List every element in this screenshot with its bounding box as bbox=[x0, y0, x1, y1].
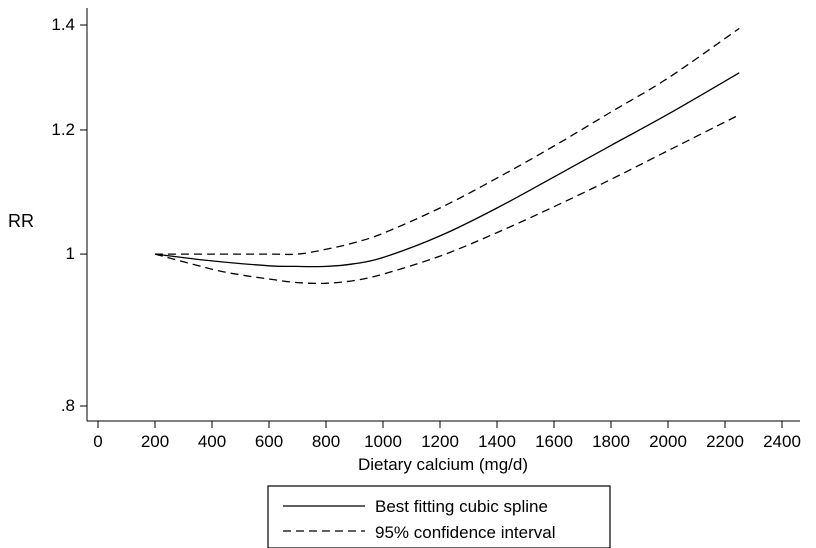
ci-lower-line bbox=[154, 114, 740, 285]
x-tick-label: 1800 bbox=[592, 432, 630, 451]
spline-line bbox=[154, 72, 740, 268]
legend-label-ci: 95% confidence interval bbox=[375, 523, 556, 542]
x-tick-label: 2000 bbox=[649, 432, 687, 451]
x-ticks: 0 200 400 600 800 1000 1200 1400 1600 1800 2000 220… bbox=[93, 421, 801, 451]
x-tick-label: 800 bbox=[312, 432, 340, 451]
series-layer bbox=[154, 27, 740, 285]
y-axis-label: RR bbox=[8, 211, 34, 231]
x-tick-label: 1600 bbox=[535, 432, 573, 451]
x-tick-label: 0 bbox=[93, 432, 102, 451]
y-tick-label: 1.4 bbox=[51, 15, 75, 34]
x-tick-label: 1000 bbox=[364, 432, 402, 451]
y-ticks: .8 1 1.2 1.4 bbox=[51, 15, 87, 415]
y-tick-label: 1.2 bbox=[51, 120, 75, 139]
x-tick-label: 1400 bbox=[478, 432, 516, 451]
x-tick-label: 2200 bbox=[706, 432, 744, 451]
x-tick-label: 600 bbox=[255, 432, 283, 451]
legend-box bbox=[267, 485, 611, 548]
y-tick-label: .8 bbox=[61, 396, 75, 415]
y-tick-label: 1 bbox=[66, 244, 75, 263]
legend: Best fitting cubic spline 95% confidence… bbox=[267, 485, 611, 548]
x-tick-label: 200 bbox=[141, 432, 169, 451]
ci-upper-line bbox=[155, 27, 740, 256]
x-tick-label: 1200 bbox=[421, 432, 459, 451]
x-axis-label: Dietary calcium (mg/d) bbox=[358, 455, 528, 474]
x-tick-label: 2400 bbox=[763, 432, 801, 451]
x-tick-label: 400 bbox=[198, 432, 226, 451]
legend-label-spline: Best fitting cubic spline bbox=[375, 497, 548, 516]
